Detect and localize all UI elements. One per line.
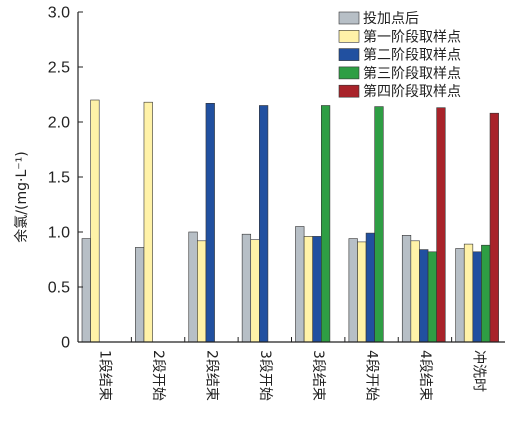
bar-series-3-cat-7: [481, 244, 491, 343]
x-tick-label: 3段结束: [310, 350, 326, 401]
x-tick-label: 4段开始: [364, 350, 380, 401]
bar-series-2-cat-3: [259, 105, 269, 343]
bar-series-0-cat-5: [348, 238, 358, 343]
bar-series-0-cat-1: [135, 247, 145, 343]
y-tick-label: 1.5: [48, 170, 70, 187]
bar-series-2-cat-6: [419, 249, 429, 343]
bar-series-1-cat-1: [143, 101, 153, 343]
y-axis-label: 余氯/(mg·L⁻¹): [13, 151, 30, 242]
legend-swatch-0: [338, 11, 360, 25]
bar-series-1-cat-7: [463, 243, 474, 343]
bar-series-4-cat-7: [489, 112, 499, 343]
legend-label-0: 投加点后: [363, 11, 419, 27]
bar-series-2-cat-5: [365, 232, 375, 343]
bar-series-0-cat-3: [241, 233, 252, 343]
x-tick-label: 2段开始: [150, 350, 166, 401]
x-tick-label: 3段开始: [257, 350, 273, 401]
y-tick-label: 0.5: [48, 280, 70, 297]
legend-label-4: 第四阶段取样点: [363, 83, 461, 100]
legend-swatch-2: [338, 48, 360, 61]
bars-layer: [81, 99, 499, 343]
bar-series-4-cat-6: [436, 107, 446, 343]
bar-series-0-cat-2: [188, 231, 198, 343]
bar-series-1-cat-6: [410, 240, 420, 343]
x-tick-label: 2段结束: [203, 350, 219, 401]
bar-series-1-cat-0: [90, 99, 100, 343]
legend-swatch-1: [338, 29, 360, 43]
bar-series-3-cat-5: [374, 106, 384, 343]
y-tick-label: 1.0: [48, 225, 70, 242]
y-tick-label: 2.5: [48, 60, 70, 77]
legend-label-1: 第一阶段取样点: [363, 28, 461, 45]
bar-series-0-cat-0: [81, 238, 91, 343]
bar-series-3-cat-4: [320, 105, 331, 343]
legend-label-3: 第三阶段取样点: [363, 65, 461, 82]
x-tick-label: 1段结束: [97, 350, 113, 401]
legend-label-2: 第二阶段取样点: [363, 47, 461, 64]
y-tick-label: 2.0: [48, 115, 70, 132]
bar-series-1-cat-5: [357, 241, 367, 343]
axes-layer: 0 0.5 1.0 1.5 2.0 2.5 3.0 1段结束 2段开始 2段结束 3段开始 3段结束 4…: [48, 5, 505, 401]
x-tick-label: 4段结束: [417, 350, 433, 401]
bar-series-0-cat-6: [401, 235, 412, 343]
bar-series-0-cat-4: [295, 226, 305, 343]
bar-series-3-cat-6: [427, 251, 437, 343]
legend-swatch-3: [338, 66, 360, 80]
bar-series-1-cat-2: [197, 240, 207, 343]
bar-series-2-cat-2: [205, 103, 215, 343]
bar-series-1-cat-3: [250, 239, 260, 343]
bar-series-0-cat-7: [455, 248, 465, 343]
x-tick-label: 冲洗时: [470, 350, 486, 392]
bar-series-2-cat-7: [472, 251, 482, 343]
y-tick-label: 0: [61, 335, 70, 352]
legend-swatch-4: [338, 84, 360, 98]
bar-series-2-cat-4: [312, 236, 322, 343]
y-tick-label: 3.0: [48, 5, 70, 22]
bar-series-1-cat-4: [303, 236, 314, 343]
